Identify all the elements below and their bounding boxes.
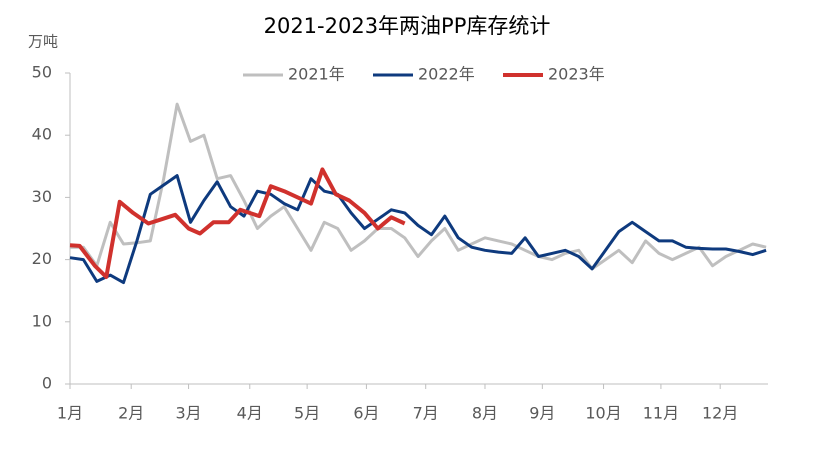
y-tick-label: 20: [32, 249, 52, 268]
x-tick-label: 1月: [57, 404, 83, 423]
legend-label: 2022年: [418, 65, 475, 84]
x-tick-label: 12月: [702, 404, 738, 423]
chart-title: 2021-2023年两油PP库存统计: [264, 14, 551, 38]
y-tick-label: 10: [32, 311, 52, 330]
y-tick-label: 0: [42, 374, 52, 393]
y-unit: 万吨: [28, 33, 58, 51]
x-tick-label: 8月: [472, 404, 498, 423]
x-tick-label: 5月: [294, 404, 320, 423]
x-tick-label: 10月: [585, 404, 621, 423]
x-tick-label: 11月: [643, 404, 679, 423]
x-tick-label: 7月: [413, 404, 439, 423]
x-tick-label: 6月: [353, 404, 379, 423]
y-tick-label: 50: [32, 63, 52, 82]
series-line: [69, 174, 767, 285]
legend-label: 2021年: [288, 65, 345, 84]
x-tick-label: 2月: [118, 404, 144, 423]
x-tick-label: 9月: [529, 404, 555, 423]
y-tick-label: 30: [32, 187, 52, 206]
x-tick-label: 3月: [175, 404, 201, 423]
y-tick-label: 40: [32, 125, 52, 144]
series-line: [70, 102, 767, 271]
series-line: [69, 167, 406, 279]
legend-label: 2023年: [548, 65, 605, 84]
x-tick-label: 4月: [237, 404, 263, 423]
